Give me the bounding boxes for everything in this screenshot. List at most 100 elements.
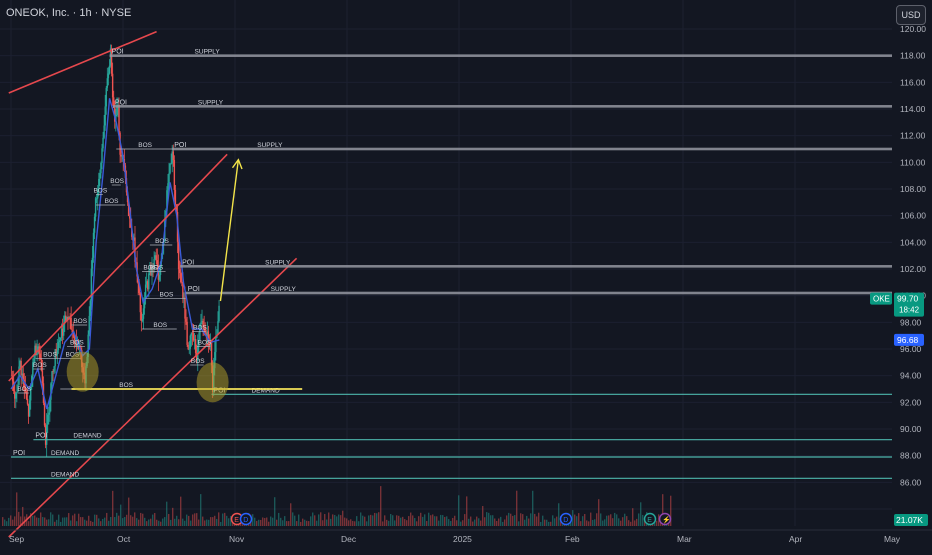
candle-body <box>206 331 209 337</box>
volume-bar <box>180 496 182 526</box>
volume-bar <box>260 519 262 526</box>
volume-bar <box>54 521 56 526</box>
volume-bar <box>534 513 536 526</box>
bos-label: BOS <box>143 265 157 272</box>
candle-body <box>202 320 204 327</box>
volume-bar <box>196 513 198 526</box>
volume-bar <box>288 521 290 526</box>
volume-bar <box>198 519 200 526</box>
supply-label: SUPPLY <box>265 259 291 266</box>
candle-body <box>156 260 159 266</box>
volume-bar <box>222 513 224 526</box>
volume-bar <box>380 486 382 526</box>
demand-label: DEMAND <box>51 450 79 457</box>
demand-label: DEMAND <box>51 471 79 478</box>
volume-bar <box>102 518 104 526</box>
volume-bar <box>138 519 140 526</box>
volume-bar <box>212 517 214 526</box>
currency-button[interactable]: USD <box>896 5 926 25</box>
candle-body <box>103 125 105 138</box>
candle-body <box>10 375 13 377</box>
volume-bar <box>430 515 432 526</box>
volume-bar <box>394 520 396 526</box>
volume-bar <box>64 517 66 526</box>
volume-bar <box>458 495 460 526</box>
candle-body <box>150 271 152 276</box>
bos-label: BOS <box>198 339 212 346</box>
bos-label: BOS <box>191 358 205 365</box>
candle-body <box>27 404 30 417</box>
volume-bar <box>466 496 468 526</box>
volume-bar <box>256 520 258 526</box>
candle-body <box>205 333 207 337</box>
volume-bar <box>18 511 20 526</box>
candle-body <box>166 190 168 211</box>
price-tick-label: 112.00 <box>900 131 926 141</box>
candle-body <box>22 373 24 380</box>
volume-bar <box>468 518 470 526</box>
projection-arrow-head <box>231 158 243 170</box>
volume-bar <box>332 514 334 526</box>
candle-body <box>172 151 174 161</box>
candle-body <box>17 385 19 392</box>
volume-bar <box>320 512 322 526</box>
candle-body <box>108 65 111 74</box>
volume-bar <box>446 516 448 526</box>
candle-body <box>55 349 57 356</box>
volume-bar <box>598 499 600 526</box>
volume-bar <box>16 492 18 526</box>
candle-body <box>200 322 202 325</box>
volume-bar <box>42 517 44 526</box>
candle-body <box>26 398 29 405</box>
bos-label: BOS <box>70 339 84 346</box>
volume-bar <box>130 515 132 526</box>
volume-bar <box>510 513 512 526</box>
event-marker-icon <box>559 512 573 526</box>
time-tick-label: Sep <box>9 534 24 544</box>
volume-bar <box>550 521 552 526</box>
volume-bar <box>44 517 46 526</box>
volume-bar <box>532 490 534 526</box>
volume-bar <box>620 520 622 526</box>
volume-bar <box>46 519 48 526</box>
volume-bar <box>408 516 410 526</box>
volume-bar <box>522 514 524 526</box>
candle-body <box>110 48 113 74</box>
candle-body <box>76 341 79 347</box>
candle-body <box>186 321 188 345</box>
candle-body <box>48 412 50 415</box>
candle-body <box>209 342 212 347</box>
candle-body <box>57 342 60 351</box>
candle-body <box>90 268 93 301</box>
volume-bar <box>604 519 606 526</box>
volume-bar <box>306 520 308 526</box>
volume-bar <box>4 519 6 526</box>
candle-body <box>73 334 76 344</box>
candle-body <box>39 353 41 359</box>
volume-bar <box>414 518 416 526</box>
volume-bar <box>298 514 300 526</box>
time-tick-label: Apr <box>789 534 802 544</box>
candle-body <box>173 160 176 190</box>
event-marker-letter: D <box>243 517 248 524</box>
volume-bar <box>346 518 348 526</box>
candle-body <box>153 258 155 269</box>
candle-body <box>64 315 66 324</box>
volume-bar <box>536 516 538 526</box>
volume-bar <box>66 517 68 526</box>
volume-bar <box>428 512 430 526</box>
volume-bar <box>488 512 490 526</box>
volume-bar <box>372 515 374 526</box>
event-marker-icon <box>239 512 253 526</box>
candle-body <box>92 232 95 258</box>
volume-bar <box>520 513 522 526</box>
volume-bar <box>632 508 634 526</box>
volume-bar <box>302 518 304 526</box>
volume-bar <box>72 515 74 526</box>
candle-body <box>191 332 194 334</box>
volume-bar <box>514 515 516 526</box>
volume-bar <box>616 514 618 526</box>
volume-bar <box>204 520 206 526</box>
